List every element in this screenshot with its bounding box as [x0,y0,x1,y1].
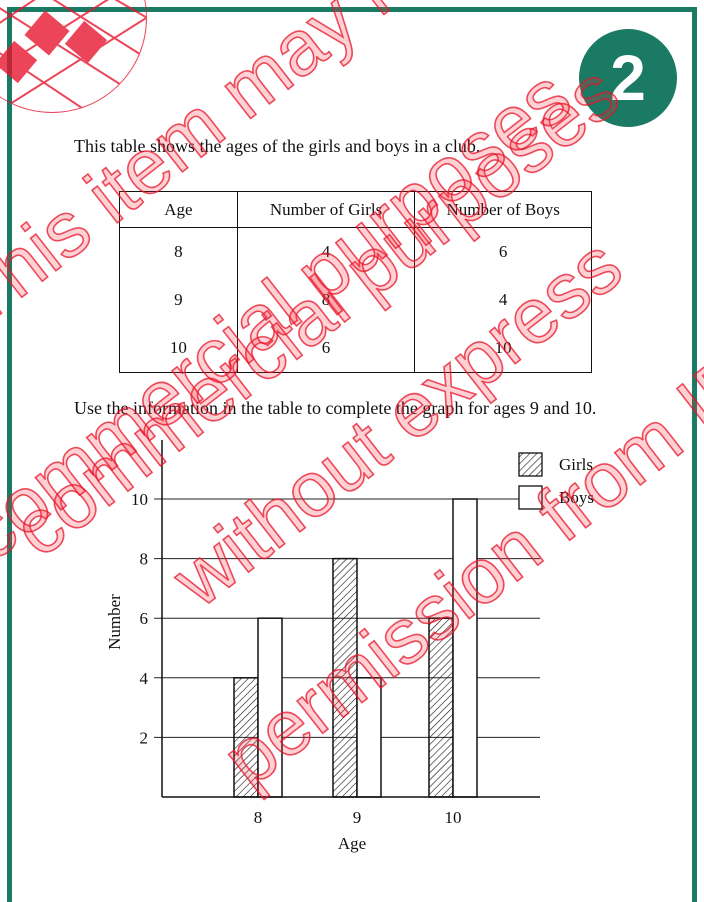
ages-table: Age Number of Girls Number of Boys 8 4 6… [119,191,592,373]
table-row: 10 6 10 [119,324,592,373]
table-header-girls: Number of Girls [236,191,416,228]
legend-label-girls: Girls [559,455,593,474]
page-frame [7,7,697,902]
x-axis-label: Age [338,834,366,853]
table-cell: 6 [414,227,592,276]
table-cell: 10 [414,324,592,373]
bar-boys [257,617,283,798]
table-header-boys: Number of Boys [414,191,592,228]
legend-swatch-boys [518,485,543,510]
x-tick-label: 10 [445,808,462,827]
table-cell: 4 [236,227,416,276]
bar-girls [233,677,259,798]
table-cell: 8 [236,276,416,324]
bar-girls [428,617,454,798]
y-tick-label: 8 [140,550,149,569]
instruction-text: Use the information in the table to comp… [74,398,597,418]
globe-icon [0,0,147,113]
table-cell: 4 [414,276,592,324]
y-tick-label: 6 [140,609,149,628]
table-header-age: Age [119,191,238,228]
table-row: 9 8 4 [119,276,592,324]
intro-text: This table shows the ages of the girls a… [74,136,481,156]
legend-swatch-girls [518,452,543,477]
x-tick-label: 8 [254,808,263,827]
table-cell: 6 [236,324,416,373]
legend-label-boys: Boys [559,488,594,507]
table-header-row: Age Number of Girls Number of Boys [119,191,592,228]
y-axis-label: Number [105,594,124,650]
bar-boys [356,677,382,798]
y-tick-label: 10 [131,490,148,509]
table-cell: 9 [119,276,238,324]
x-tick-label: 9 [353,808,362,827]
table-cell: 10 [119,324,238,373]
table-row: 8 4 6 [119,227,592,276]
bar-girls [332,557,358,798]
question-number-badge: 2 [579,29,677,127]
y-tick-label: 2 [140,728,149,747]
y-tick-label: 4 [140,669,149,688]
bar-boys [452,498,478,798]
